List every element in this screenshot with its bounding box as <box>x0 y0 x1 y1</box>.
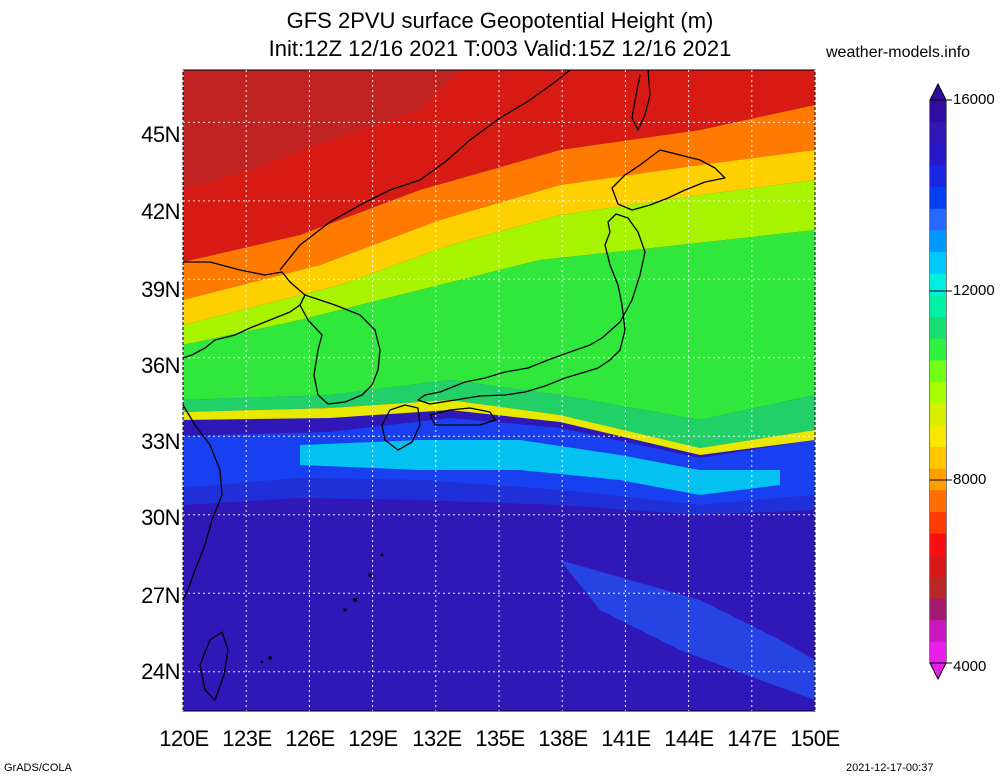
colorbar-swatch <box>930 424 946 447</box>
lon-tick-label: 132E <box>412 726 462 751</box>
colorbar-label: 12000 <box>953 282 995 299</box>
lat-tick-label: 36N <box>141 353 180 378</box>
colorbar-swatch <box>930 468 946 491</box>
colorbar-swatch <box>930 359 946 382</box>
colorbar-swatch <box>930 576 946 599</box>
lon-tick-label: 141E <box>601 726 651 751</box>
lat-tick-label: 30N <box>141 505 180 530</box>
colorbar-swatch <box>930 229 946 253</box>
coastlines <box>182 69 726 701</box>
colorbar-ticks <box>930 99 952 664</box>
lon-tick-label: 135E <box>475 726 525 751</box>
lat-tick-label: 27N <box>141 583 180 608</box>
island <box>343 608 347 612</box>
lat-tick-label: 33N <box>141 429 180 454</box>
asia-mainland-coastline <box>182 261 306 359</box>
colorbar-swatch <box>930 381 946 404</box>
colorbar-swatch <box>930 554 946 577</box>
colorbar-swatch <box>930 143 946 166</box>
field-band-green-dark <box>183 380 815 448</box>
map-subtitle: Init:12Z 12/16 2021 T:003 Valid:15Z 12/1… <box>268 36 732 61</box>
colorbar-swatch <box>930 338 946 361</box>
korea-coastline <box>299 294 381 405</box>
lat-tick-label: 24N <box>141 659 180 684</box>
field-band-yellow-south <box>183 400 815 455</box>
asia-mainland-coastline-north <box>279 69 571 271</box>
map-title: GFS 2PVU surface Geopotential Height (m) <box>286 8 714 33</box>
colorbar-swatch <box>930 641 946 664</box>
footer-timestamp: 2021-12-17-00:37 <box>846 762 934 774</box>
colorbar-label: 8000 <box>953 471 987 488</box>
colorbar-swatch <box>930 533 946 556</box>
lon-tick-label: 126E <box>285 726 335 751</box>
field-band-lime <box>183 180 815 345</box>
footer-software: GrADS/COLA <box>4 762 72 774</box>
lon-tick-label: 129E <box>348 726 398 751</box>
field-band-blue-south <box>560 560 815 700</box>
colorbar-swatch <box>930 186 946 209</box>
colorbar-swatch <box>930 598 946 621</box>
colorbar-swatch <box>930 164 946 188</box>
site-credit[interactable]: weather-models.info <box>826 44 971 61</box>
lon-tick-label: 120E <box>159 726 209 751</box>
colorbar-swatch <box>930 121 946 144</box>
lat-tick-label: 39N <box>141 277 180 302</box>
colorbar-swatch <box>930 294 946 318</box>
lat-tick-label: 45N <box>141 122 180 147</box>
japan-honshu-coastline <box>417 213 646 405</box>
colorbar-swatch <box>930 446 946 469</box>
sakhalin-coastline <box>631 69 651 131</box>
lon-tick-label: 138E <box>538 726 588 751</box>
colorbar-swatch <box>930 403 946 426</box>
colorbar-swatch <box>930 251 946 274</box>
island <box>353 598 357 602</box>
island <box>268 656 272 660</box>
colorbar-swatch <box>930 208 946 231</box>
field-band-darkred <box>183 70 460 190</box>
lon-tick-label: 147E <box>727 726 777 751</box>
colorbar-swatch <box>930 273 946 296</box>
lat-tick-label: 42N <box>141 199 180 224</box>
grid-lines <box>182 70 816 711</box>
field-band-yellow <box>183 150 815 325</box>
colorbar-swatch <box>930 100 946 123</box>
china-coast-south <box>182 404 223 601</box>
japan-shikoku-coastline <box>429 407 496 426</box>
field-band-cyan <box>300 440 780 495</box>
lon-tick-label: 150E <box>790 726 840 751</box>
colorbar <box>930 100 946 664</box>
colorbar-top-arrow <box>929 82 947 101</box>
lon-tick-label: 144E <box>664 726 714 751</box>
island <box>368 573 372 577</box>
japan-kyushu-coastline <box>381 404 421 451</box>
colorbar-swatch <box>930 489 946 512</box>
colorbar-swatch <box>930 619 946 642</box>
taiwan-coastline <box>199 631 229 701</box>
japan-hokkaido-coastline <box>611 149 726 211</box>
ryukyu-islands <box>260 553 384 664</box>
island <box>380 553 384 557</box>
field-band-orange <box>183 105 815 300</box>
lon-tick-label: 123E <box>222 726 272 751</box>
colorbar-swatch <box>930 511 946 534</box>
colorbar-swatch <box>930 316 946 339</box>
colorbar-label: 4000 <box>953 658 987 675</box>
colorbar-label: 16000 <box>953 91 995 108</box>
colorbar-bottom-arrow <box>929 662 947 681</box>
island <box>260 660 264 664</box>
